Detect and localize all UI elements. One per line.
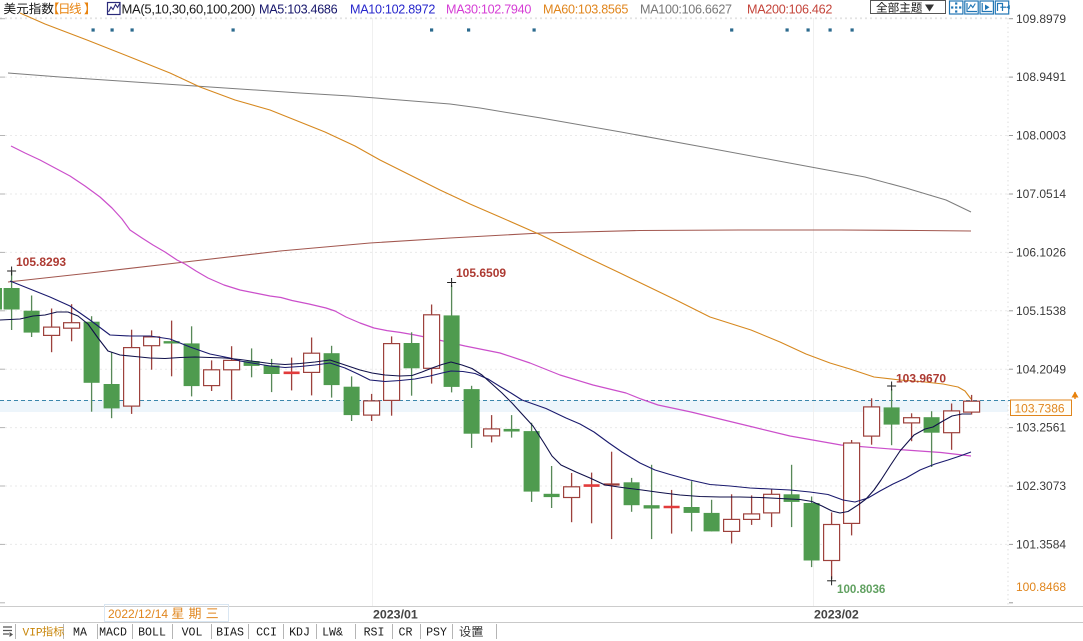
svg-text:MA10:102.8972: MA10:102.8972 (350, 3, 435, 17)
svg-text:103.9670: 103.9670 (896, 372, 946, 386)
svg-text:PSY: PSY (426, 627, 447, 640)
svg-text:109.8979: 109.8979 (1016, 12, 1066, 26)
svg-text:102.3073: 102.3073 (1016, 479, 1066, 493)
svg-text:CCI: CCI (256, 627, 277, 640)
svg-text:105.6509: 105.6509 (456, 266, 506, 280)
svg-text:100.8468: 100.8468 (1016, 580, 1066, 594)
svg-text:2023/01: 2023/01 (373, 608, 418, 622)
svg-text:105.1538: 105.1538 (1016, 304, 1066, 318)
svg-text:MACD: MACD (99, 627, 127, 640)
svg-text:MA(5,10,30,60,100,200): MA(5,10,30,60,100,200) (122, 2, 256, 17)
svg-text:100.8036: 100.8036 (837, 583, 886, 596)
svg-text:107.0514: 107.0514 (1016, 187, 1066, 201)
svg-text:MA: MA (73, 627, 87, 640)
svg-text:VIP: VIP (23, 628, 43, 640)
svg-text:CR: CR (399, 627, 413, 640)
svg-text:VOL: VOL (182, 627, 203, 640)
svg-text:RSI: RSI (364, 627, 385, 640)
svg-text:2022/12/14: 2022/12/14 (108, 607, 168, 621)
svg-text:101.3584: 101.3584 (1016, 538, 1066, 552)
svg-text:KDJ: KDJ (289, 627, 310, 640)
svg-text:BOLL: BOLL (138, 627, 166, 640)
svg-text:MA30:102.7940: MA30:102.7940 (446, 3, 531, 17)
svg-text:2023/02: 2023/02 (814, 608, 859, 622)
svg-text:103.7386: 103.7386 (1015, 401, 1065, 415)
svg-text:104.2049: 104.2049 (1016, 362, 1066, 376)
svg-text:BIAS: BIAS (216, 627, 244, 640)
svg-text:103.2561: 103.2561 (1016, 421, 1066, 435)
svg-text:MA100:106.6627: MA100:106.6627 (640, 3, 732, 17)
svg-text:MA5:103.4686: MA5:103.4686 (259, 3, 338, 17)
svg-text:108.0003: 108.0003 (1016, 129, 1066, 143)
svg-text:106.1026: 106.1026 (1016, 246, 1066, 260)
svg-text:MA200:106.462: MA200:106.462 (747, 3, 832, 17)
svg-text:MA60:103.8565: MA60:103.8565 (543, 3, 628, 17)
svg-text:LW&: LW& (322, 627, 343, 640)
svg-text:105.8293: 105.8293 (16, 255, 66, 269)
svg-text:108.9491: 108.9491 (1016, 70, 1066, 84)
